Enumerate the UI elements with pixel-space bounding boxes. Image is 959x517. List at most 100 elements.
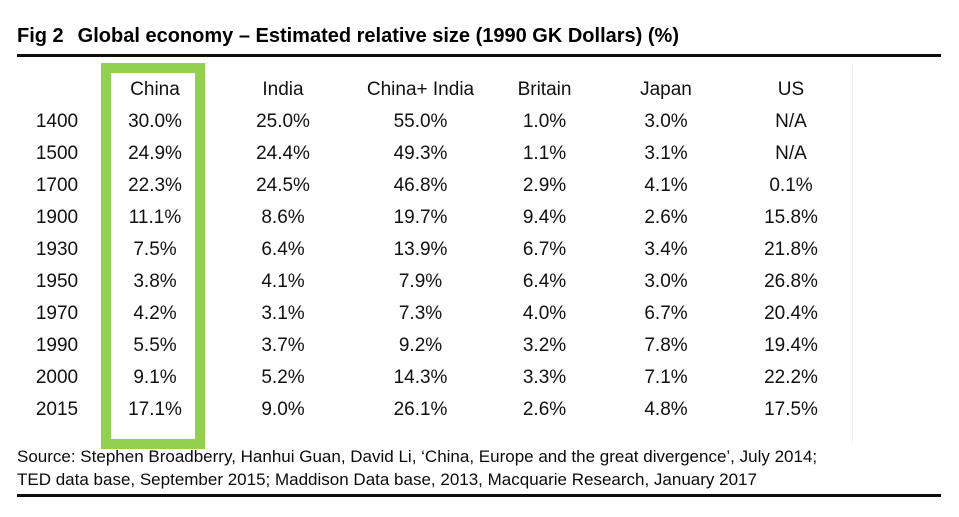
value-cell: 6.7% [644,303,688,324]
value-cell: 6.4% [522,271,567,292]
table-row: 1400 30.0% 25.0% 55.0% 1.0% 3.0% N/A [17,106,851,138]
value-cell: 17.1% [128,399,182,420]
value-cell: 7.1% [644,367,688,388]
year-cell: 2015 [35,399,79,420]
value-cell: 19.4% [764,335,818,356]
table-row: 1700 22.3% 24.5% 46.8% 2.9% 4.1% 0.1% [17,170,851,202]
table-row: 1970 4.2% 3.1% 7.3% 4.0% 6.7% 20.4% [17,298,851,330]
value-cell: 1.1% [522,143,567,164]
value-cell: 5.2% [261,367,305,388]
year-column-header [17,74,97,106]
value-cell: 17.5% [764,399,818,420]
value-cell: 0.1% [769,175,813,196]
value-cell: 9.2% [398,335,443,356]
table-row: 2015 17.1% 9.0% 26.1% 2.6% 4.8% 17.5% [17,394,851,426]
year-cell: 1950 [35,271,79,292]
value-cell: 4.2% [133,303,177,324]
fig-title-text: Global economy – Estimated relative size… [77,25,679,47]
value-cell: 7.5% [133,239,177,260]
value-cell: 15.8% [764,207,818,228]
table-row: 2000 9.1% 5.2% 14.3% 3.3% 7.1% 22.2% [17,362,851,394]
value-cell: 3.0% [644,111,688,132]
value-cell: N/A [775,143,807,164]
column-header-china: China [130,79,180,100]
value-cell: 20.4% [764,303,818,324]
table-header-row: China India China+ India Britain Japan US [17,74,851,106]
value-cell: 24.9% [128,143,182,164]
figure-table: China India China+ India Britain Japan US 140… [17,74,851,426]
column-header-us: US [777,79,805,100]
value-cell: 55.0% [393,111,448,132]
value-cell: 26.8% [764,271,818,292]
value-cell: 22.2% [764,367,818,388]
value-cell: 46.8% [393,175,448,196]
faint-table-gridline [852,66,853,444]
value-cell: 25.0% [256,111,310,132]
value-cell: 3.8% [133,271,177,292]
table-row: 1930 7.5% 6.4% 13.9% 6.7% 3.4% 21.8% [17,234,851,266]
value-cell: 4.1% [644,175,688,196]
fig-label: Fig 2 [17,25,64,47]
value-cell: 3.1% [261,303,305,324]
value-cell: 2.9% [522,175,567,196]
value-cell: 5.5% [133,335,177,356]
value-cell: 24.4% [256,143,310,164]
source-line-2: TED data base, September 2015; Maddison … [17,469,757,489]
value-cell: 4.1% [261,271,305,292]
value-cell: 21.8% [764,239,818,260]
value-cell: 6.7% [522,239,567,260]
value-cell: 3.4% [644,239,688,260]
figure-title: Fig 2 Global economy – Estimated relativ… [17,25,679,48]
value-cell: 1.0% [522,111,567,132]
value-cell: 3.2% [522,335,567,356]
value-cell: 30.0% [128,111,182,132]
year-cell: 1400 [35,111,79,132]
value-cell: 2.6% [522,399,567,420]
value-cell: 9.0% [261,399,305,420]
value-cell: 11.1% [128,207,182,228]
source-note: Source: Stephen Broadberry, Hanhui Guan,… [17,446,817,491]
value-cell: 4.0% [522,303,567,324]
column-header-china-india: China+ India [366,79,475,100]
year-cell: 1970 [35,303,79,324]
value-cell: 24.5% [256,175,310,196]
value-cell: 9.4% [522,207,567,228]
value-cell: 2.6% [644,207,688,228]
value-cell: N/A [775,111,807,132]
table-row: 1500 24.9% 24.4% 49.3% 1.1% 3.1% N/A [17,138,851,170]
value-cell: 22.3% [128,175,182,196]
bottom-divider-line [17,494,941,497]
column-header-india: India [262,79,304,100]
title-divider-line [17,54,941,57]
value-cell: 8.6% [261,207,305,228]
value-cell: 3.0% [644,271,688,292]
year-cell: 1930 [35,239,79,260]
value-cell: 9.1% [133,367,177,388]
table-body: 1400 30.0% 25.0% 55.0% 1.0% 3.0% N/A 1500 24.9% 2… [17,106,851,426]
value-cell: 6.4% [261,239,305,260]
value-cell: 14.3% [393,367,448,388]
value-cell: 7.9% [398,271,443,292]
column-header-britain: Britain [517,79,572,100]
value-cell: 13.9% [393,239,448,260]
table-row: 1900 11.1% 8.6% 19.7% 9.4% 2.6% 15.8% [17,202,851,234]
value-cell: 7.3% [398,303,443,324]
value-cell: 7.8% [644,335,688,356]
value-cell: 19.7% [393,207,448,228]
value-cell: 4.8% [644,399,688,420]
table-row: 1950 3.8% 4.1% 7.9% 6.4% 3.0% 26.8% [17,266,851,298]
value-cell: 26.1% [393,399,448,420]
column-header-japan: Japan [640,79,692,100]
value-cell: 3.7% [261,335,305,356]
year-cell: 2000 [35,367,79,388]
table-row: 1990 5.5% 3.7% 9.2% 3.2% 7.8% 19.4% [17,330,851,362]
source-line-1: Source: Stephen Broadberry, Hanhui Guan,… [17,447,818,466]
year-cell: 1990 [35,335,79,356]
year-cell: 1500 [35,143,79,164]
value-cell: 3.3% [522,367,567,388]
year-cell: 1700 [35,175,79,196]
value-cell: 3.1% [644,143,688,164]
year-cell: 1900 [35,207,79,228]
value-cell: 49.3% [393,143,448,164]
